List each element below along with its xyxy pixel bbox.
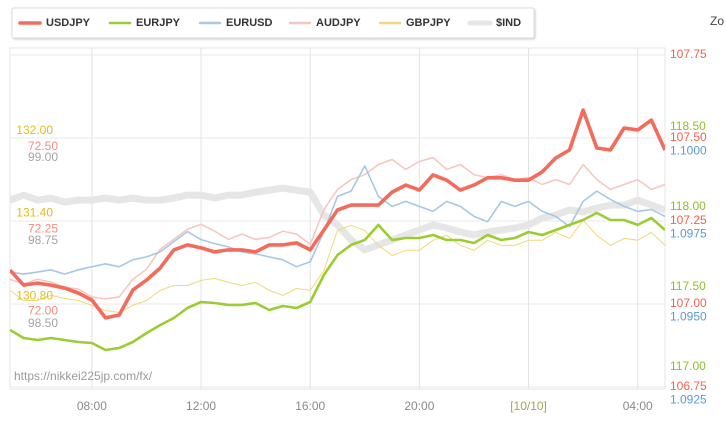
- y-tick-label: 117.50: [670, 279, 706, 293]
- legend-label: GBPJPY: [406, 17, 451, 29]
- series-line: [10, 165, 665, 275]
- legend-item[interactable]: AUDJPY: [288, 17, 361, 29]
- watermark: https://nikkei225jp.com/fx/: [14, 369, 153, 383]
- y-tick-label: 99.00: [28, 150, 58, 164]
- x-tick-label: 20:00: [404, 399, 434, 413]
- y-tick-label: 98.75: [28, 233, 58, 247]
- y-tick-label: 106.75: [670, 379, 707, 393]
- legend-item[interactable]: GBPJPY: [378, 17, 451, 29]
- legend-label: AUDJPY: [316, 17, 361, 29]
- plot-area: [9, 47, 666, 390]
- y-tick-label: 107.50: [670, 130, 707, 144]
- y-tick-label: 1.0925: [670, 392, 707, 406]
- y-tick-label: 98.50: [28, 316, 58, 330]
- x-tick-label: 08:00: [77, 399, 107, 413]
- y-tick-label: 117.00: [670, 359, 706, 373]
- legend-item[interactable]: USDJPY: [18, 17, 91, 29]
- series-line: [10, 156, 665, 300]
- y-tick-label: 72.25: [28, 221, 58, 235]
- y-tick-label: 118.50: [670, 119, 706, 133]
- y-tick-label: 132.00: [16, 123, 53, 137]
- legend-label: EURJPY: [136, 17, 181, 29]
- series-line: [10, 184, 665, 254]
- y-tick-label: 130.80: [16, 288, 53, 302]
- legend-box: [11, 7, 535, 39]
- zoom-label[interactable]: Zo: [710, 14, 724, 28]
- legend-label: USDJPY: [46, 17, 91, 29]
- legend-label: EURUSD: [226, 17, 273, 29]
- y-tick-label: 107.75: [670, 47, 707, 61]
- series-line: [10, 108, 665, 320]
- legend-item[interactable]: $IND: [467, 17, 521, 29]
- x-tick-label: 04:00: [623, 399, 653, 413]
- y-tick-label: 107.25: [670, 213, 707, 227]
- x-tick-label: 16:00: [295, 399, 325, 413]
- y-tick-label: 1.0950: [670, 309, 707, 323]
- x-tick-label: [10/10]: [510, 399, 547, 413]
- y-tick-label: 1.1000: [670, 143, 707, 157]
- y-tick-label: 72.00: [28, 304, 58, 318]
- y-tick-label: 131.40: [16, 206, 53, 220]
- y-tick-label: 1.0975: [670, 226, 707, 240]
- legend-item[interactable]: EURUSD: [198, 17, 273, 29]
- y-tick-label: 107.00: [670, 296, 707, 310]
- y-tick-label: 72.50: [28, 139, 58, 153]
- legend-label: $IND: [496, 17, 521, 29]
- y-tick-label: 118.00: [670, 199, 706, 213]
- legend-item[interactable]: EURJPY: [108, 17, 181, 29]
- x-tick-label: 12:00: [186, 399, 216, 413]
- series-line: [10, 211, 665, 352]
